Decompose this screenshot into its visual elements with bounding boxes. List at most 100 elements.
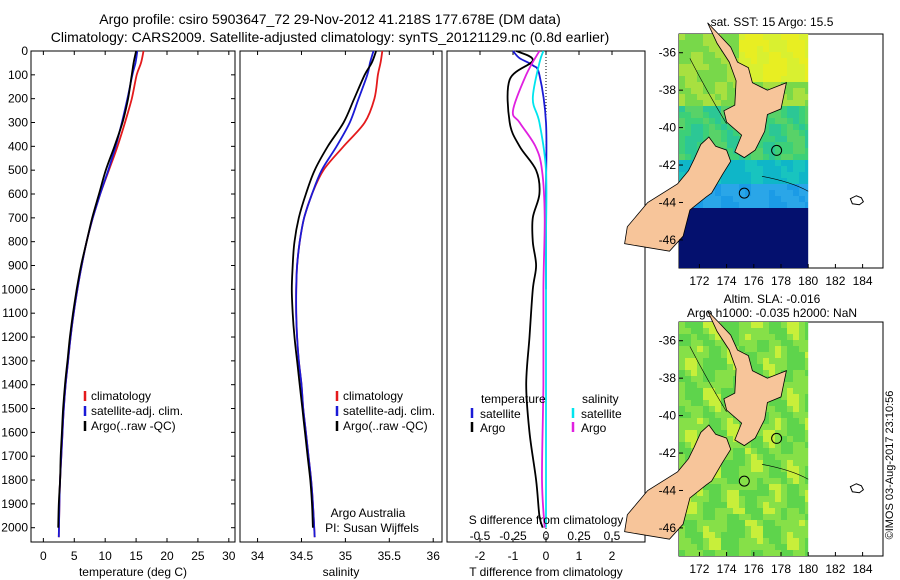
sla-field-cell (721, 406, 727, 412)
sst-field-cell (727, 214, 733, 220)
sla-field-cell (691, 394, 697, 400)
sla-field-cell (805, 478, 809, 484)
sla-field-cell (709, 496, 715, 502)
difference-series-line (531, 50, 548, 528)
sla-map-ytick-label: -44 (659, 483, 677, 497)
sst-field-cell (805, 52, 809, 58)
sst-field-cell (733, 166, 739, 172)
sla-field-cell (739, 442, 745, 448)
sst-field-cell (745, 190, 751, 196)
sla-field-cell (703, 550, 709, 556)
sla-field-cell (703, 352, 709, 358)
sst-map-ytick-label: -42 (659, 158, 677, 172)
sst-field-cell (799, 88, 805, 94)
sla-field-cell (721, 484, 727, 490)
sst-field-cell (787, 100, 793, 106)
sla-field-cell (745, 532, 751, 538)
sst-field-cell (769, 46, 775, 52)
sst-field-cell (721, 208, 727, 214)
sst-field-cell (715, 112, 721, 118)
sst-argo-position-marker (771, 144, 783, 156)
sla-field-cell (685, 370, 691, 376)
sst-field-cell (781, 166, 787, 172)
sst-field-cell (733, 154, 739, 160)
sla-field-cell (739, 490, 745, 496)
sla-field-cell (793, 466, 799, 472)
sla-field-cell (697, 370, 703, 376)
sla-field-cell (679, 430, 685, 436)
sst-field-cell (781, 118, 787, 124)
sst-field-cell (697, 58, 703, 64)
sst-field-cell (727, 208, 733, 214)
sla-field-cell (739, 460, 745, 466)
sst-field-cell (757, 160, 763, 166)
sla-field-cell (679, 382, 685, 388)
depth-tick-label: 2000 (1, 521, 28, 535)
sla-field-cell (715, 538, 721, 544)
sst-field-cell (691, 154, 697, 160)
sla-field-cell (703, 532, 709, 538)
sst-field-cell (733, 190, 739, 196)
sla-field-cell (769, 340, 775, 346)
sla-field-cell (709, 334, 715, 340)
sla-field-cell (691, 544, 697, 550)
sla-field-cell (697, 430, 703, 436)
sla-field-cell (769, 544, 775, 550)
sst-field-cell (709, 88, 715, 94)
sla-field-cell (799, 376, 805, 382)
sla-field-cell (781, 346, 787, 352)
sla-chatham-islands (849, 483, 864, 494)
sst-field-cell (763, 82, 769, 88)
sla-field-cell (685, 442, 691, 448)
sst-map-xtick-label: 184 (853, 274, 873, 288)
sla-field-cell (739, 334, 745, 340)
sla-field-cell (685, 424, 691, 430)
sst-field-cell (757, 250, 763, 256)
sst-field-cell (715, 262, 721, 268)
sst-field-cell (685, 142, 691, 148)
sst-field-cell (799, 160, 805, 166)
sst-field-cell (739, 244, 745, 250)
sla-field-cell (679, 340, 685, 346)
sla-field-cell (697, 376, 703, 382)
sst-field-cell (805, 250, 809, 256)
sla-field-cell (763, 328, 769, 334)
sla-field-cell (733, 532, 739, 538)
sla-field-cell (751, 484, 757, 490)
sst-field-cell (697, 46, 703, 52)
sst-field-cell (781, 178, 787, 184)
sst-field-cell (799, 46, 805, 52)
sla-field-cell (679, 352, 685, 358)
sst-field-cell (715, 70, 721, 76)
sla-field-cell (805, 424, 809, 430)
sla-field-cell (775, 448, 781, 454)
imos-timestamp: ©IMOS 03-Aug-2017 23:10:56 (884, 391, 896, 540)
sla-field-cell (799, 382, 805, 388)
sst-field-cell (685, 112, 691, 118)
sla-field-cell (727, 460, 733, 466)
sla-field-cell (727, 532, 733, 538)
sla-field-cell (775, 328, 781, 334)
sla-field-cell (685, 538, 691, 544)
sst-field-cell (799, 130, 805, 136)
sst-field-cell (733, 202, 739, 208)
sst-field-cell (805, 184, 809, 190)
sla-field-cell (799, 448, 805, 454)
sla-field-cell (745, 328, 751, 334)
sst-field-cell (721, 184, 727, 190)
sla-field-cell (703, 376, 709, 382)
sst-field-cell (733, 142, 739, 148)
sla-field-cell (793, 334, 799, 340)
sst-field-cell (679, 46, 685, 52)
sla-field-cell (691, 430, 697, 436)
sla-field-cell (709, 340, 715, 346)
sla-field-cell (805, 448, 809, 454)
sla-field-cell (805, 466, 809, 472)
sst-field-cell (715, 220, 721, 226)
sst-field-cell (781, 52, 787, 58)
sst-field-cell (733, 160, 739, 166)
sla-field-cell (745, 538, 751, 544)
sst-field-cell (691, 250, 697, 256)
sst-field-cell (763, 124, 769, 130)
sla-field-cell (733, 328, 739, 334)
